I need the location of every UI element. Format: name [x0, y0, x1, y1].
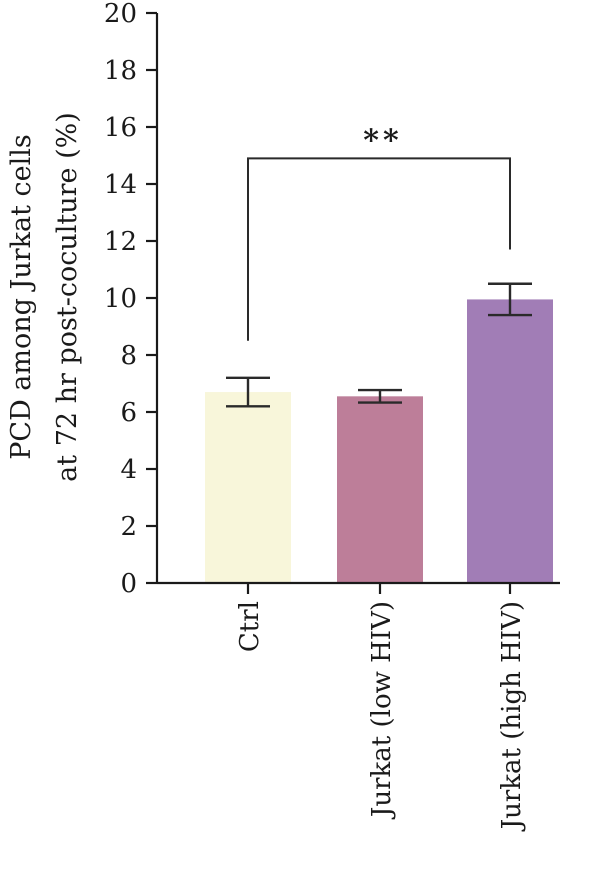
- bar: [205, 392, 291, 583]
- y-tick-label: 12: [104, 227, 137, 257]
- bars: [205, 299, 553, 583]
- y-tick-label: 6: [120, 398, 137, 428]
- x-tick-label: Ctrl: [235, 601, 265, 652]
- y-axis-title-line-2: at 72 hr post-coculture (%): [52, 112, 83, 482]
- significance-label: **: [363, 123, 402, 158]
- bar: [337, 396, 423, 583]
- significance-bracket: **: [247, 123, 511, 341]
- y-axis-title: PCD among Jurkat cells at 72 hr post-coc…: [6, 112, 83, 482]
- y-axis-title-line-1: PCD among Jurkat cells: [6, 134, 37, 460]
- x-tick-labels: Ctrl Jurkat (low HIV) Jurkat (high HIV): [235, 601, 527, 832]
- y-tick-label: 18: [104, 56, 137, 86]
- significance-bracket-line: [247, 157, 511, 341]
- y-tick-label: 2: [120, 512, 137, 542]
- y-tick-label: 16: [104, 113, 137, 143]
- bar: [467, 299, 553, 583]
- error-bars: [226, 282, 532, 408]
- y-tick-label: 4: [120, 455, 137, 485]
- y-tick-label: 14: [104, 170, 137, 200]
- y-tick-label: 0: [120, 569, 137, 599]
- x-tick-label: Jurkat (low HIV): [367, 601, 397, 820]
- y-tick-label: 10: [104, 284, 137, 314]
- y-tick-label: 8: [120, 341, 137, 371]
- y-tick-label: 20: [104, 0, 137, 29]
- y-ticks: 0 2 4 6 8 10 12 14 16 18 20: [104, 0, 157, 599]
- x-tick-label: Jurkat (high HIV): [497, 601, 527, 832]
